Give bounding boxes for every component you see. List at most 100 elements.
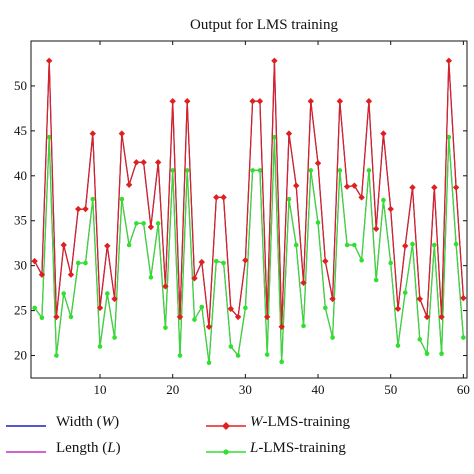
data-point-w: [140, 159, 147, 166]
legend-label-l-lms-symbol: L: [250, 440, 259, 456]
x-tick-label: 30: [239, 382, 252, 397]
legend-swatch-length: [6, 451, 46, 453]
data-point-l: [32, 305, 37, 311]
y-tick-label: 35: [14, 213, 27, 228]
data-point-w: [125, 181, 133, 188]
data-point-l: [330, 335, 335, 340]
data-point-l: [373, 277, 379, 283]
series-line-3: [34, 136, 464, 364]
legend-label-width-a: Width (: [56, 414, 102, 430]
y-tick-label: 45: [14, 123, 27, 138]
data-point-l: [417, 337, 423, 342]
data-point-w: [60, 241, 67, 249]
data-point-l: [272, 134, 277, 140]
legend-swatch-l-lms: [206, 449, 246, 455]
data-point-w: [293, 182, 300, 189]
legend-label-width-b: ): [114, 414, 120, 430]
chart-title: Output for LMS training: [190, 17, 338, 33]
data-point-w: [67, 271, 75, 278]
data-point-l: [424, 351, 430, 357]
data-point-w: [351, 182, 358, 189]
legend-marker-w-lms: [222, 422, 230, 430]
legend-label-width: Width (W): [56, 414, 119, 431]
data-point-l: [214, 258, 219, 264]
data-point-l: [170, 168, 175, 173]
legend-label-width-symbol: W: [101, 414, 115, 430]
data-point-w: [416, 295, 423, 303]
data-point-w: [96, 304, 104, 312]
legend-label-w-lms: W-LMS-training: [250, 414, 350, 431]
data-point-w: [234, 313, 242, 321]
data-point-l: [395, 343, 401, 348]
data-point-w: [423, 313, 431, 321]
data-point-l: [446, 134, 452, 140]
data-point-w: [402, 242, 409, 250]
data-point-w: [263, 313, 271, 321]
data-point-l: [184, 168, 190, 173]
data-point-l: [75, 260, 81, 266]
data-point-w: [300, 279, 307, 286]
data-point-l: [54, 353, 59, 358]
chart: Output for LMS training 20 25 30 35 40 45 50 1…: [14, 17, 470, 397]
data-point-w: [256, 98, 264, 105]
data-point-l: [221, 260, 226, 266]
y-axis: 20 25 30 35 40 45 50: [14, 78, 467, 363]
data-point-l: [308, 168, 314, 173]
data-point-l: [366, 168, 372, 173]
data-point-w: [213, 194, 220, 201]
data-point-w: [191, 275, 198, 282]
data-point-w: [387, 205, 394, 213]
data-point-l: [177, 353, 183, 358]
data-point-l: [112, 335, 117, 340]
x-tick-label: 10: [94, 382, 107, 397]
data-point-w: [220, 194, 227, 201]
data-point-l: [439, 351, 444, 357]
data-point-l: [163, 325, 168, 330]
data-point-l: [155, 221, 161, 226]
data-point-l: [39, 315, 45, 321]
data-point-l: [279, 359, 285, 365]
data-point-l: [46, 134, 52, 140]
data-point-l: [105, 291, 110, 296]
y-tick-label: 25: [14, 303, 27, 318]
data-point-w: [89, 130, 96, 137]
data-point-l: [243, 305, 248, 311]
data-point-w: [45, 57, 53, 64]
data-point-w: [322, 257, 329, 265]
data-point-l: [402, 290, 408, 295]
legend-label-length-symbol: L: [107, 440, 116, 456]
data-point-w: [358, 194, 365, 201]
data-point-l: [235, 353, 241, 358]
legend-swatch-w-lms: [206, 422, 246, 430]
legend-label-w-lms-symbol: W: [250, 414, 263, 430]
data-point-w: [53, 313, 60, 321]
legend-label-length: Length (L): [56, 440, 121, 457]
data-point-w: [394, 305, 402, 313]
data-point-w: [329, 295, 336, 303]
data-point-w: [365, 98, 373, 105]
data-point-w: [307, 98, 314, 105]
legend-label-l-lms: L-LMS-training: [250, 440, 346, 457]
plot-frame: [30, 40, 468, 379]
data-point-l: [344, 242, 350, 248]
legend: Width (W) Length (L) W-LMS-training L-LM…: [0, 410, 474, 474]
data-point-w: [285, 130, 293, 137]
data-point-l: [264, 352, 270, 357]
data-point-w: [133, 159, 140, 166]
data-point-l: [381, 197, 386, 203]
x-tick-label: 40: [312, 382, 325, 397]
data-point-w: [343, 183, 351, 190]
data-point-l: [410, 241, 415, 247]
series-layer: [31, 57, 467, 366]
data-point-l: [293, 242, 299, 248]
x-axis: 10 20 30 40 50 60: [94, 41, 470, 397]
data-point-w: [460, 294, 467, 302]
data-point-l: [337, 168, 343, 173]
data-point-l: [141, 221, 146, 226]
data-point-w: [445, 57, 453, 64]
data-point-w: [242, 257, 249, 264]
data-point-w: [111, 295, 118, 303]
y-tick-label: 30: [14, 258, 27, 273]
data-point-l: [61, 291, 66, 296]
y-tick-label: 20: [14, 348, 27, 363]
